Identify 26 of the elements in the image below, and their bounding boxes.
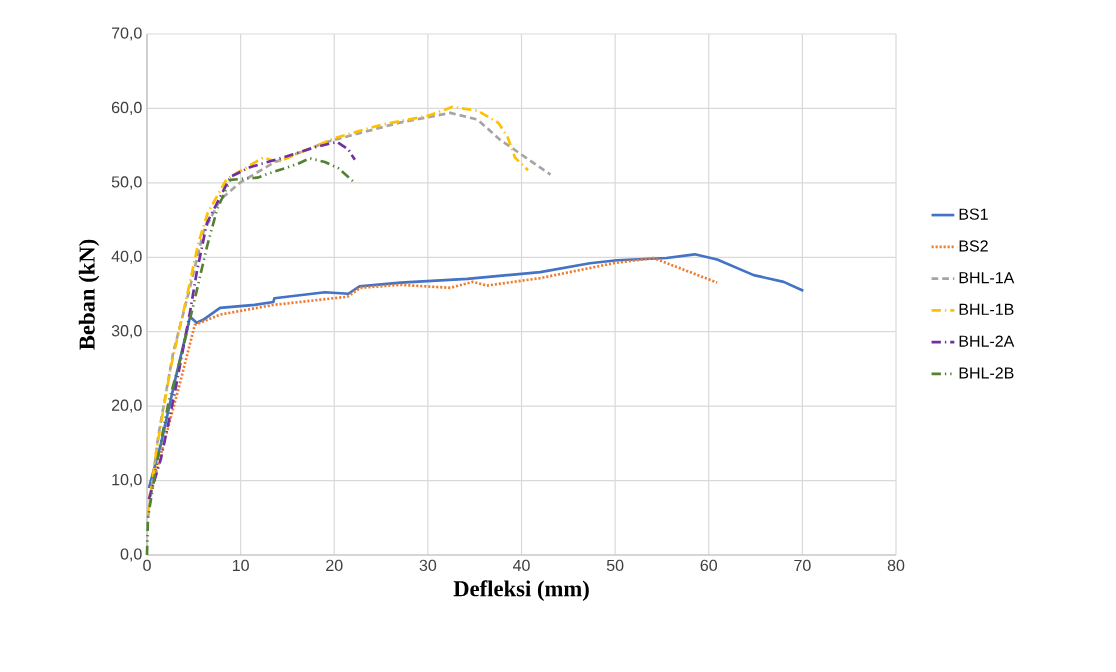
y-tick-label: 40,0 xyxy=(111,250,142,264)
y-tick-label: 70,0 xyxy=(111,27,142,41)
y-tick-label: 60,0 xyxy=(111,101,142,116)
legend-label: BHL-2A xyxy=(959,335,1015,347)
legend-label: BHL-1B xyxy=(959,303,1014,315)
x-tick-label: 40 xyxy=(512,559,530,572)
legend-label: BHL-1A xyxy=(959,272,1015,284)
x-tick-label: 80 xyxy=(887,559,905,572)
legend-label: BS2 xyxy=(959,240,988,252)
x-axis-title: Defleksi (mm) xyxy=(453,580,589,601)
x-tick-label: 10 xyxy=(232,559,249,572)
x-tick-label: 50 xyxy=(606,559,624,572)
x-tick-label: 70 xyxy=(794,559,811,572)
legend-label: BS1 xyxy=(959,208,988,220)
y-tick-label: 10,0 xyxy=(112,473,142,488)
legend-label: BHL-2B xyxy=(959,367,1014,379)
line-series xyxy=(147,140,357,501)
y-tick-label: 0,0 xyxy=(120,548,142,562)
y-axis-title: Beban (kN) xyxy=(78,239,100,350)
x-tick-label: 60 xyxy=(700,559,718,572)
y-tick-label: 20,0 xyxy=(111,399,142,413)
y-tick-label: 50,0 xyxy=(111,176,142,190)
x-tick-label: 30 xyxy=(419,559,437,572)
x-tick-label: 0 xyxy=(143,559,151,572)
x-tick-label: 20 xyxy=(326,559,343,572)
y-tick-label: 30,0 xyxy=(111,325,142,339)
